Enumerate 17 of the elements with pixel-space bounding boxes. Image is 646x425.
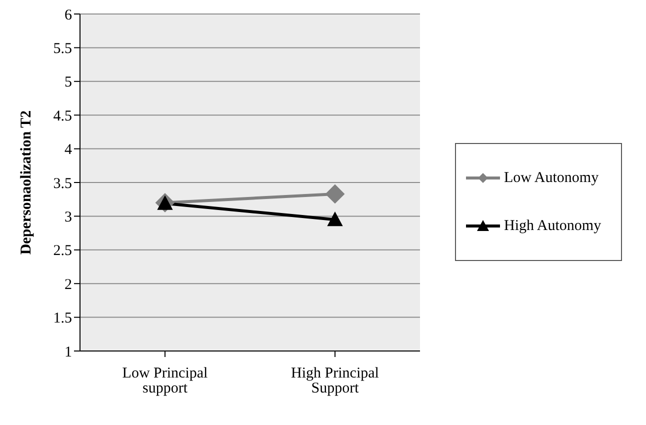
point [326, 184, 344, 204]
x-tick-label: High Principal Support [291, 366, 379, 397]
legend-label: Low Autonomy [504, 170, 599, 186]
x-tick-label: Low Principal support [122, 366, 208, 397]
y-tick-label: 1 [64, 344, 72, 360]
y-tick-label: 4 [64, 142, 72, 158]
y-tick-label: 2 [64, 276, 72, 293]
y-tick-label: 5 [64, 74, 72, 91]
y-tick-label: 3 [64, 210, 72, 226]
y-axis-title: Depersonaolization T2 [18, 110, 34, 255]
y-tick-label: 2.5 [53, 243, 72, 260]
y-tick-label: 1.5 [53, 310, 72, 327]
y-tick-label: 6 [64, 7, 72, 24]
legend-label: High Autonomy [504, 218, 602, 234]
y-tick-label: 3.5 [53, 176, 72, 192]
y-tick-label: 4.5 [53, 108, 72, 124]
y-tick-label: 5.5 [53, 41, 72, 58]
